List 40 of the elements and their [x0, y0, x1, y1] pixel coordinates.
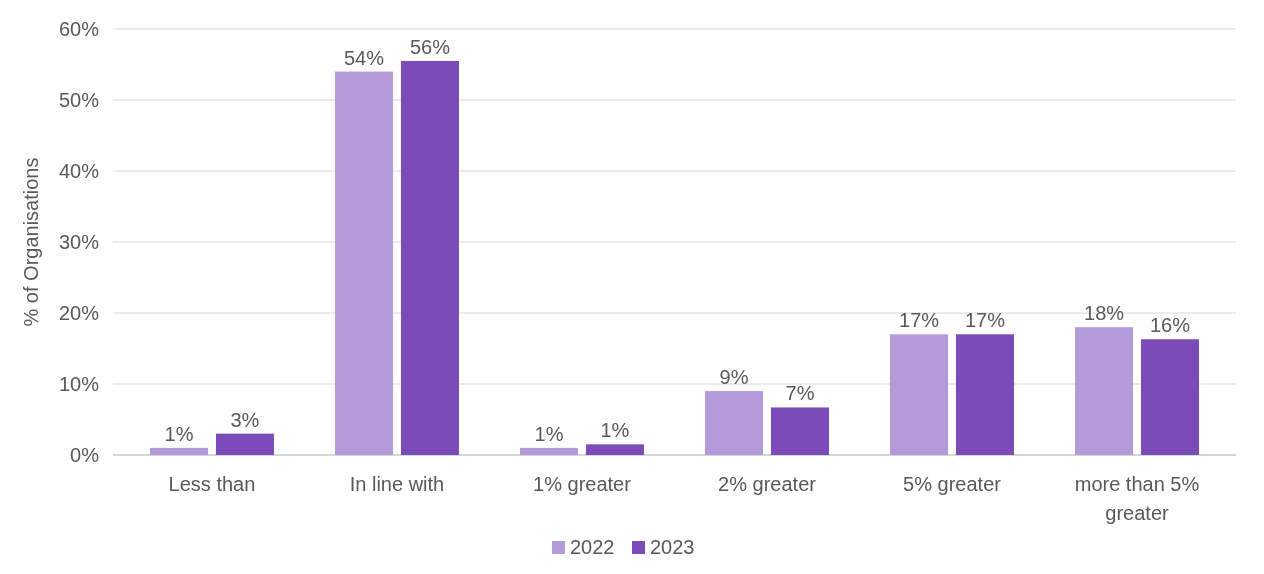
bar [585, 444, 644, 455]
bar [705, 391, 764, 455]
y-axis-title: % of Organisations [20, 157, 42, 327]
data-label: 56% [409, 35, 451, 58]
data-label: 17% [964, 309, 1006, 332]
y-tick-label: 50% [58, 89, 100, 111]
x-tick-label: Less than [168, 473, 256, 495]
bar [335, 71, 394, 455]
data-label: 3% [230, 408, 260, 431]
data-label: 1% [534, 422, 564, 445]
data-label: 17% [899, 309, 940, 332]
x-tick-label: 1% greater [533, 473, 632, 495]
legend-label: 2022 [570, 536, 615, 558]
bar [520, 447, 579, 455]
bar [1075, 327, 1134, 455]
data-label: 18% [1084, 302, 1125, 325]
data-label: 54% [344, 46, 385, 69]
bar [400, 60, 459, 455]
data-label: 16% [1149, 314, 1191, 337]
x-tick-label: more than 5% greater [1074, 473, 1200, 524]
y-tick-label: 0% [70, 444, 100, 466]
y-tick-label: 30% [58, 231, 100, 253]
data-label: 1% [164, 422, 194, 445]
data-label: 9% [719, 366, 749, 389]
bar [215, 433, 274, 455]
bar [1140, 339, 1199, 455]
y-tick-label: 40% [58, 160, 100, 182]
bar [890, 334, 949, 455]
legend-label: 2023 [650, 536, 695, 558]
y-tick-label: 20% [58, 302, 100, 324]
data-label: 1% [600, 419, 630, 442]
bar [770, 407, 829, 455]
x-tick-label: 2% greater [718, 473, 817, 495]
x-tick-label: In line with [349, 473, 445, 495]
data-label: 7% [785, 382, 815, 405]
bar [955, 334, 1014, 455]
y-tick-label: 10% [58, 373, 100, 395]
y-tick-label: 60% [58, 18, 100, 40]
x-tick-label: 5% greater [903, 473, 1002, 495]
bar [150, 447, 209, 455]
